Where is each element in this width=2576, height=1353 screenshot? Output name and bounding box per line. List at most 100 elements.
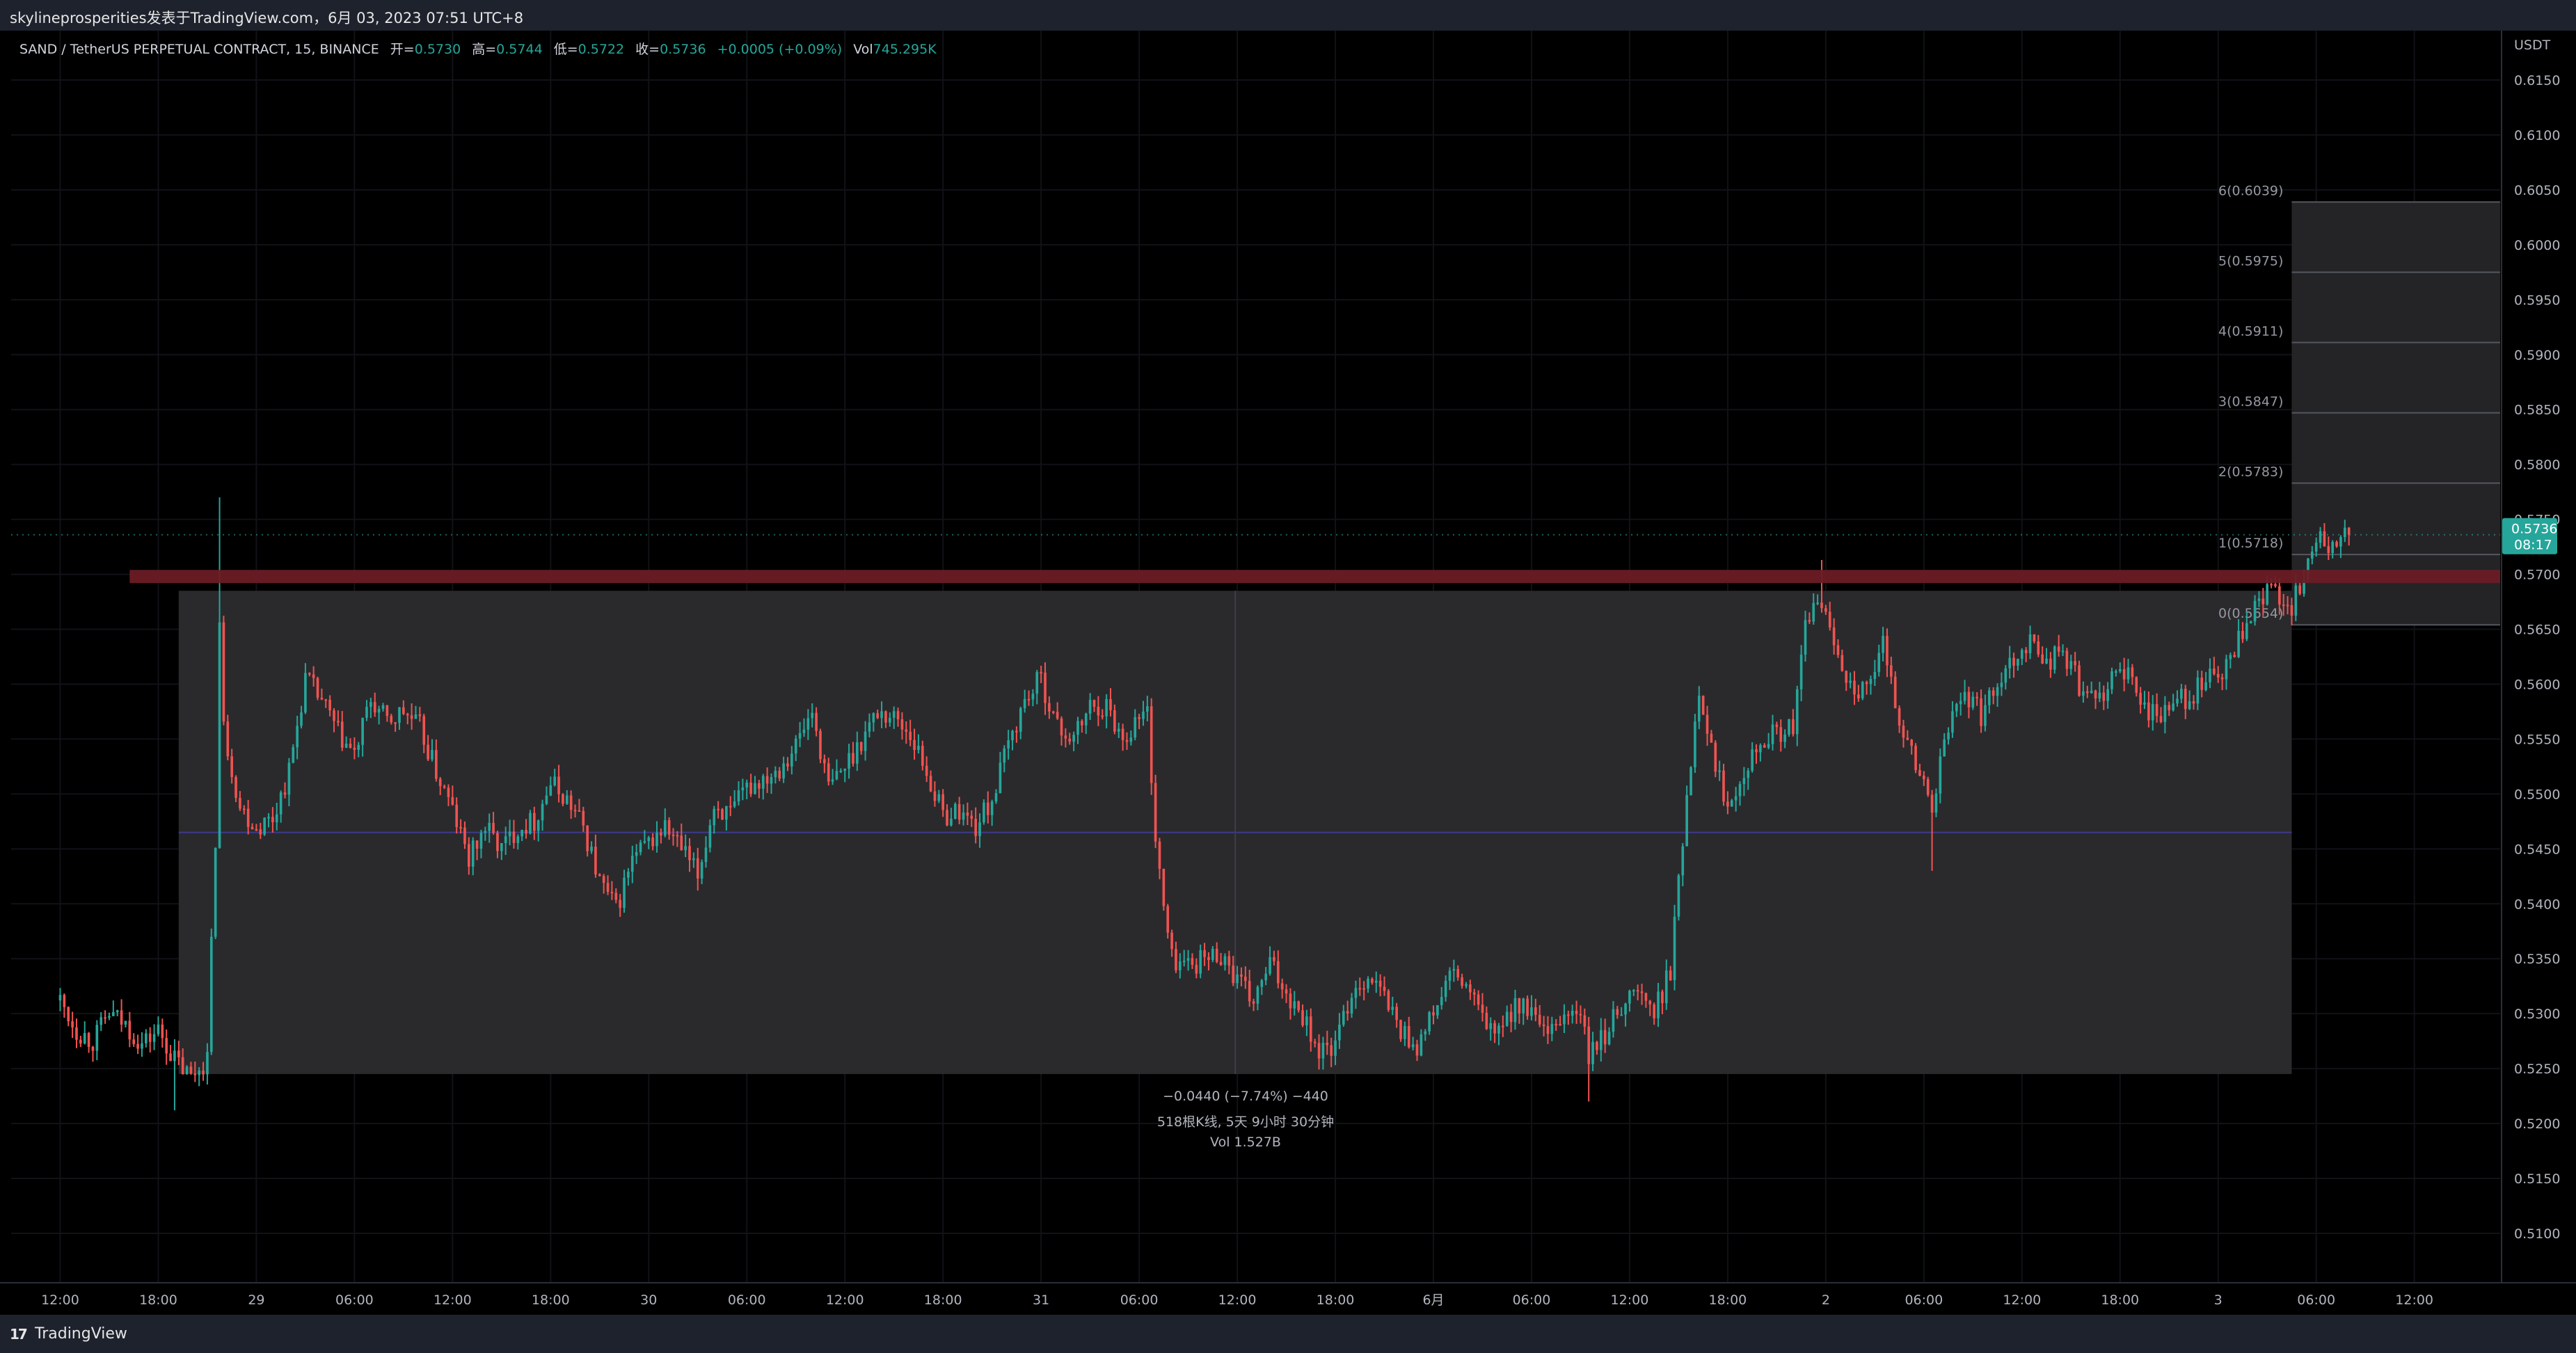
candle-body-23: [152, 1034, 156, 1042]
candle-body-222: [966, 812, 969, 816]
candle-132: [598, 873, 601, 876]
candle-body-421: [1779, 727, 1783, 742]
candle-body-345: [1469, 984, 1472, 993]
candle-351: [1493, 1020, 1496, 1043]
candle-body-281: [1207, 956, 1210, 960]
candle-body-431: [1820, 602, 1823, 609]
candle-body-158: [704, 847, 708, 863]
candle-205: [896, 707, 900, 727]
price-axis[interactable]: USDT 0.6150 0.6100 0.6050 0.6000 0.5950 0.5900…: [2501, 31, 2576, 1283]
candlestick-chart[interactable]: 0(0.5654) 1(0.5718) 2(0.5783) 3(0.5847) 4(0.…: [0, 31, 2576, 1315]
last-price-tag[interactable]: [2502, 518, 2557, 554]
candle-264: [1138, 713, 1140, 730]
candle-body-154: [688, 846, 691, 860]
candle-318: [1358, 977, 1362, 996]
candle-302: [1293, 991, 1296, 1016]
candle-97: [455, 797, 459, 834]
candle-543: [2278, 578, 2281, 615]
chart-plot[interactable]: 0(0.5654) 1(0.5718) 2(0.5783) 3(0.5847) 4(0.…: [0, 31, 2576, 1315]
candle-body-416: [1759, 745, 1762, 753]
candle-body-450: [1898, 708, 1901, 726]
candle-body-230: [999, 762, 1002, 794]
candle-body-119: [545, 795, 548, 804]
candle-215: [937, 790, 941, 803]
candle-555: [2327, 536, 2330, 560]
candle-505: [2122, 657, 2126, 691]
candle-100: [468, 837, 470, 875]
candle-360: [1530, 995, 1533, 1020]
candle-body-304: [1301, 1010, 1304, 1025]
candle-body-32: [189, 1066, 193, 1074]
resistance-band[interactable]: [129, 570, 2501, 584]
candle-body-29: [177, 1050, 180, 1057]
candle-422: [1783, 729, 1786, 748]
tradingview-logo[interactable]: 17 TradingView: [10, 1324, 142, 1345]
candle-body-120: [549, 785, 552, 796]
candle-177: [782, 756, 785, 783]
candle-body-484: [2037, 641, 2040, 655]
candle-410: [1734, 787, 1738, 812]
candle-553: [2319, 527, 2322, 549]
candle-body-545: [2286, 605, 2289, 607]
candle-body-479: [2017, 658, 2019, 666]
legend-low: 0.5722: [578, 42, 625, 57]
candle-175: [774, 766, 777, 784]
candle-body-496: [2085, 691, 2089, 694]
candle-body-88: [418, 714, 422, 716]
candle-79: [381, 703, 385, 712]
candle-210: [917, 734, 920, 754]
candle-265: [1142, 700, 1145, 726]
candle-body-141: [635, 852, 638, 856]
candle-230: [999, 751, 1002, 794]
candle-body-135: [610, 892, 614, 894]
candle-180: [794, 735, 797, 762]
candle-body-255: [1101, 715, 1104, 717]
candle-330: [1407, 1016, 1410, 1049]
time-axis[interactable]: 12:00 18:00 29 06:00 12:00 18:00 30 06:00 12:00 1…: [0, 1282, 2576, 1308]
candle-400: [1694, 714, 1696, 773]
candle-body-162: [721, 809, 724, 820]
overlays: [11, 534, 2501, 584]
range-summary-bars: 518根K线, 5天 9小时 30分钟: [1156, 1114, 1335, 1130]
candle-189: [831, 769, 834, 785]
candle-346: [1472, 988, 1476, 1006]
candle-61: [308, 672, 311, 677]
candle-body-289: [1240, 974, 1243, 977]
candle-156: [696, 847, 699, 891]
candle-body-148: [663, 820, 667, 836]
candle-body-362: [1538, 1014, 1541, 1025]
candle-297: [1273, 950, 1275, 966]
candle-body-97: [455, 804, 459, 828]
candle-413: [1747, 768, 1750, 790]
candle-body-445: [1877, 653, 1881, 672]
candle-390: [1653, 1002, 1655, 1025]
candle-495: [2082, 681, 2085, 703]
candle-body-507: [2131, 667, 2134, 678]
candle-537: [2253, 595, 2257, 626]
candle-91: [431, 739, 434, 762]
candle-body-180: [794, 738, 797, 754]
candle-94: [443, 784, 446, 790]
legend-high: 0.5744: [496, 42, 543, 57]
candle-body-52: [271, 817, 274, 823]
candle-body-86: [410, 715, 413, 719]
candle-229: [994, 789, 998, 804]
candle-411: [1738, 781, 1742, 806]
candle-238: [1031, 689, 1035, 707]
candle-87: [414, 705, 418, 719]
candle-289: [1240, 967, 1243, 986]
candle-body-91: [431, 750, 434, 760]
candle-body-74: [361, 717, 364, 745]
candle-body-182: [802, 729, 806, 733]
candle-131: [594, 834, 597, 878]
candle-557: [2335, 540, 2338, 548]
candle-body-81: [390, 716, 393, 723]
price-tick-14: 0.5450: [2514, 842, 2560, 857]
candle-body-522: [2192, 701, 2195, 704]
candle-271: [1166, 904, 1170, 939]
candle-399: [1689, 766, 1692, 796]
candle-18: [132, 1033, 136, 1047]
candle-body-20: [141, 1043, 143, 1049]
candle-268: [1154, 774, 1157, 849]
candle-69: [340, 711, 344, 751]
